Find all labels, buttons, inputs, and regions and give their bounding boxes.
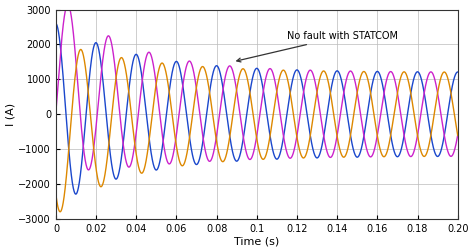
Y-axis label: I (A): I (A)	[6, 103, 16, 126]
Text: No fault with STATCOM: No fault with STATCOM	[237, 31, 398, 62]
X-axis label: Time (s): Time (s)	[234, 236, 280, 246]
